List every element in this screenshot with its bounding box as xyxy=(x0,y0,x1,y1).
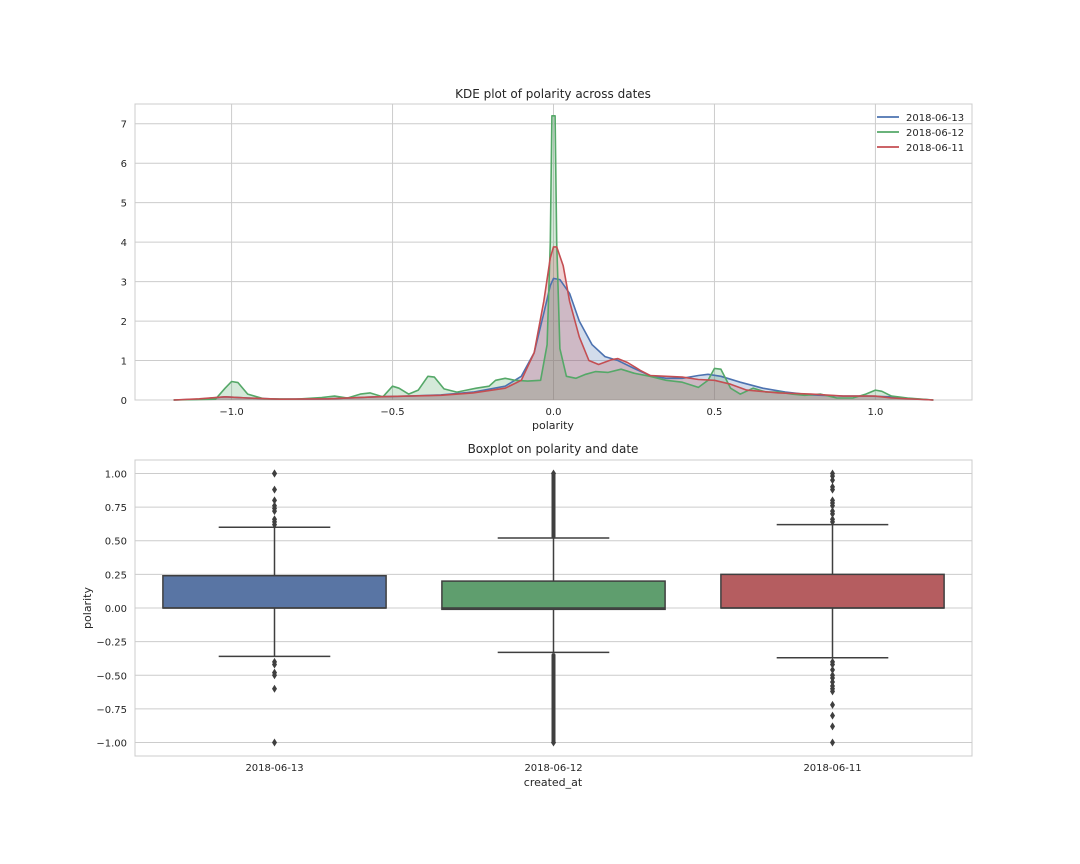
kde-legend: 2018-06-13 2018-06-12 2018-06-11 xyxy=(877,113,964,154)
kde-y-tick-label: 1 xyxy=(121,357,127,368)
outlier-point xyxy=(830,517,835,526)
outlier-point xyxy=(551,469,556,478)
outlier-point xyxy=(272,671,277,680)
outlier-point xyxy=(830,501,835,510)
kde-x-tick-label: 1.0 xyxy=(867,407,883,418)
kde-x-tick-label: 0.5 xyxy=(707,407,723,418)
outlier-point xyxy=(830,700,835,709)
kde-y-tick-label: 0 xyxy=(121,396,127,407)
outlier-point xyxy=(272,496,277,505)
outlier-point xyxy=(830,687,835,696)
outlier-point xyxy=(830,660,835,669)
box-2018-06-11 xyxy=(720,469,945,747)
boxplot-y-ticks: −1.00 −0.75 −0.50 −0.25 0.00 0.25 0.50 0.75 1.00 xyxy=(96,469,127,749)
box-body xyxy=(162,574,387,609)
kde-fills xyxy=(173,115,934,401)
kde-y-tick-label: 7 xyxy=(121,120,127,131)
kde-x-label: polarity xyxy=(532,419,574,432)
kde-lines xyxy=(173,115,934,401)
kde-area-2018-06-11 xyxy=(173,246,934,400)
outlier-point xyxy=(551,738,556,747)
boxplot-x-tick-label: 2018-06-12 xyxy=(524,763,582,774)
boxplot-y-tick-label: 0.00 xyxy=(105,604,127,615)
boxplot-y-tick-label: 1.00 xyxy=(105,469,127,480)
kde-y-tick-label: 5 xyxy=(121,199,127,210)
outlier-point xyxy=(272,684,277,693)
boxplot-title: Boxplot on polarity and date xyxy=(468,442,639,456)
outlier-point xyxy=(272,469,277,478)
outlier-point xyxy=(830,678,835,686)
kde-y-ticks: 0 1 2 3 4 5 6 7 xyxy=(121,120,127,407)
kde-line-2018-06-11 xyxy=(173,246,934,401)
box-body xyxy=(441,580,666,611)
legend-label-2018-06-11: 2018-06-11 xyxy=(906,143,964,154)
boxplot-y-tick-label: −0.75 xyxy=(96,705,127,716)
kde-area-2018-06-13 xyxy=(173,278,934,400)
outlier-point xyxy=(272,660,277,669)
outlier-point xyxy=(830,472,835,481)
outlier-point xyxy=(272,507,277,516)
outlier-point xyxy=(830,485,835,494)
boxplot-x-label: created_at xyxy=(524,776,583,789)
legend-label-2018-06-12: 2018-06-12 xyxy=(906,128,964,139)
box-2018-06-13 xyxy=(162,469,387,747)
kde-y-tick-label: 6 xyxy=(121,159,127,170)
outlier-point xyxy=(830,673,835,682)
outlier-point xyxy=(272,738,277,747)
box-2018-06-12 xyxy=(441,469,666,747)
boxplot-y-tick-label: 0.25 xyxy=(105,570,127,581)
kde-x-tick-label: −1.0 xyxy=(219,407,243,418)
kde-y-tick-label: 3 xyxy=(121,278,127,289)
boxplot-chart: 2018-06-13 2018-06-12 2018-06-11 −1.00 −0.7… xyxy=(81,442,973,789)
kde-title: KDE plot of polarity across dates xyxy=(455,87,651,101)
kde-area-2018-06-12 xyxy=(173,115,934,401)
boxplot-x-ticks: 2018-06-13 2018-06-12 2018-06-11 xyxy=(245,763,861,774)
boxplot-y-tick-label: −1.00 xyxy=(96,739,127,750)
outlier-point xyxy=(830,722,835,731)
outlier-point xyxy=(272,485,277,494)
outlier-point xyxy=(830,509,835,518)
outlier-point xyxy=(830,738,835,747)
boxplot-marks xyxy=(162,469,945,747)
boxplot-y-tick-label: −0.50 xyxy=(96,671,127,682)
outlier-point xyxy=(830,665,835,674)
box-body xyxy=(720,573,945,609)
outlier-point xyxy=(830,476,835,485)
kde-gridlines xyxy=(135,104,972,401)
kde-x-tick-label: 0.0 xyxy=(546,407,562,418)
kde-x-ticks: −1.0 −0.5 0.0 0.5 1.0 xyxy=(219,407,883,418)
kde-x-tick-label: −0.5 xyxy=(380,407,404,418)
boxplot-y-tick-label: 0.75 xyxy=(105,503,127,514)
boxplot-y-tick-label: 0.50 xyxy=(105,537,127,548)
kde-chart: −1.0 −0.5 0.0 0.5 1.0 0 1 2 3 4 5 6 7 KDE plot of p… xyxy=(121,87,973,432)
boxplot-x-tick-label: 2018-06-13 xyxy=(245,763,303,774)
kde-y-tick-label: 2 xyxy=(121,317,127,328)
outlier-point xyxy=(830,711,835,720)
legend-label-2018-06-13: 2018-06-13 xyxy=(906,113,964,124)
outlier-point xyxy=(272,520,277,529)
boxplot-y-label: polarity xyxy=(81,587,94,629)
boxplot-y-tick-label: −0.25 xyxy=(96,638,127,649)
boxplot-x-tick-label: 2018-06-11 xyxy=(803,763,861,774)
kde-y-tick-label: 4 xyxy=(121,238,127,249)
